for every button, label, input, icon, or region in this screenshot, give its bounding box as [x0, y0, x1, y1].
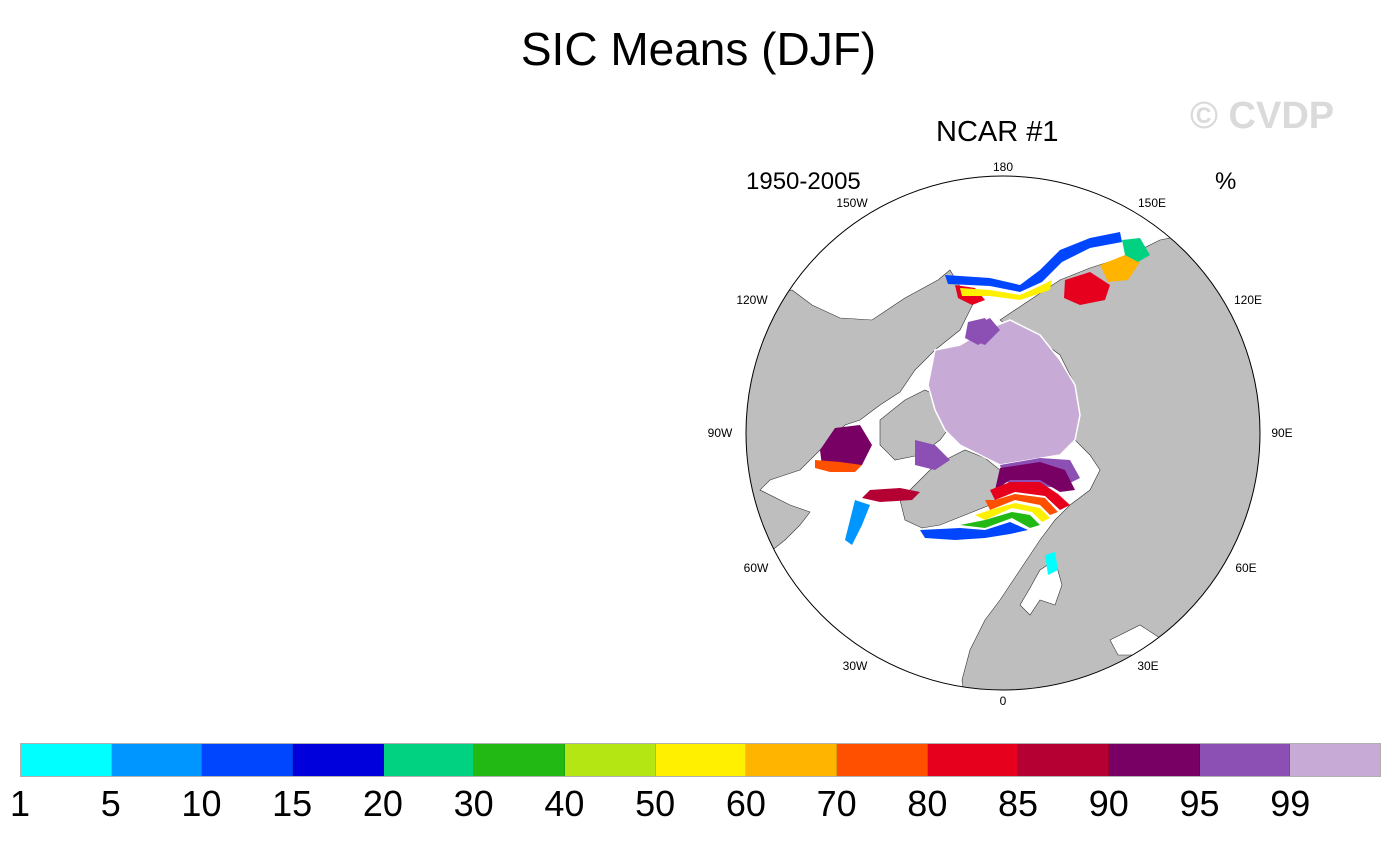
colorbar-label: 10 [181, 783, 222, 824]
colorbar-label: 50 [635, 783, 676, 824]
map-border [745, 175, 1261, 691]
sea-ice-okhotsk-blue [1122, 238, 1150, 262]
colorbar-box [837, 744, 928, 776]
colorbar-label: 99 [1270, 783, 1311, 824]
colorbar-label: 30 [453, 783, 494, 824]
sea-ice-okhotsk-yellow [1100, 255, 1140, 282]
colorbar-label: 95 [1179, 783, 1220, 824]
colorbar-box [1109, 744, 1200, 776]
lon-label-90e: 90E [1271, 426, 1292, 440]
colorbar-box [927, 744, 1019, 776]
colorbar-label: 70 [816, 783, 857, 824]
lon-label-150w: 150W [836, 196, 868, 210]
colorbar-label: 90 [1088, 783, 1129, 824]
sea-ice-baltic [1045, 552, 1058, 575]
sea-ice-hudson-bay-south [815, 460, 862, 472]
lon-label-150e: 150E [1138, 196, 1166, 210]
lon-label-60w: 60W [744, 561, 769, 575]
colorbar-label: 40 [544, 783, 585, 824]
colorbar-box [383, 744, 475, 776]
colorbar-label: 60 [725, 783, 766, 824]
time-period: 1950-2005 [746, 168, 861, 195]
sea-ice-band-yellow [975, 503, 1050, 522]
land-greenland [899, 449, 1006, 529]
lon-label-90w: 90W [708, 426, 733, 440]
model-name: NCAR #1 [936, 116, 1059, 148]
sea-ice-band-dark [995, 462, 1075, 492]
colorbar-label: 20 [362, 783, 403, 824]
colorbar-label: 80 [907, 783, 948, 824]
sea-ice-labrador [845, 500, 870, 545]
colorbar-box [111, 744, 203, 776]
lon-label-0: 0 [1000, 694, 1007, 708]
colorbar-label: 85 [998, 783, 1039, 824]
sea-ice-bering-band [945, 232, 1122, 292]
colorbar-box [202, 744, 294, 776]
figure-title: SIC Means (DJF) [520, 23, 877, 75]
colorbar-box [655, 744, 747, 776]
sea-ice-band-blue [920, 522, 1028, 540]
sea-ice-baffin-dark [862, 488, 920, 502]
lon-label-30e: 30E [1137, 659, 1158, 673]
colorbar-box [746, 744, 838, 776]
sea-ice-bering-yellow [960, 280, 1052, 300]
colorbar-label: 1 [9, 783, 31, 824]
lon-label-120w: 120W [736, 293, 768, 307]
colorbar-box [565, 744, 656, 776]
lon-label-120e: 120E [1234, 293, 1262, 307]
cvdp-watermark: © CVDP [1190, 95, 1335, 137]
colorbar-box [474, 744, 566, 776]
sea-ice-band-orange [985, 494, 1058, 515]
colorbar-label: 15 [272, 783, 313, 824]
lon-label-180: 180 [993, 160, 1013, 174]
colorbar-label: 5 [100, 783, 121, 824]
sea-ice-chukchi [965, 318, 995, 345]
colorbar-box [1018, 744, 1110, 776]
colorbar-box [293, 744, 384, 776]
sea-ice-band-green [960, 512, 1040, 528]
colorbar-box [1199, 744, 1291, 776]
lon-label-60e: 60E [1235, 561, 1256, 575]
land-north-america [746, 269, 976, 561]
sea-ice-band-red [990, 482, 1070, 510]
colorbar-box [1290, 744, 1381, 776]
sea-ice-okhotsk-red [1064, 272, 1110, 305]
units-label: % [1215, 168, 1237, 195]
colorbar [20, 743, 1381, 777]
lon-label-30w: 30W [843, 659, 868, 673]
colorbar-box [21, 744, 112, 776]
sea-ice-hudson-bay [820, 425, 872, 470]
arctic-sea-ice [927, 319, 1081, 466]
